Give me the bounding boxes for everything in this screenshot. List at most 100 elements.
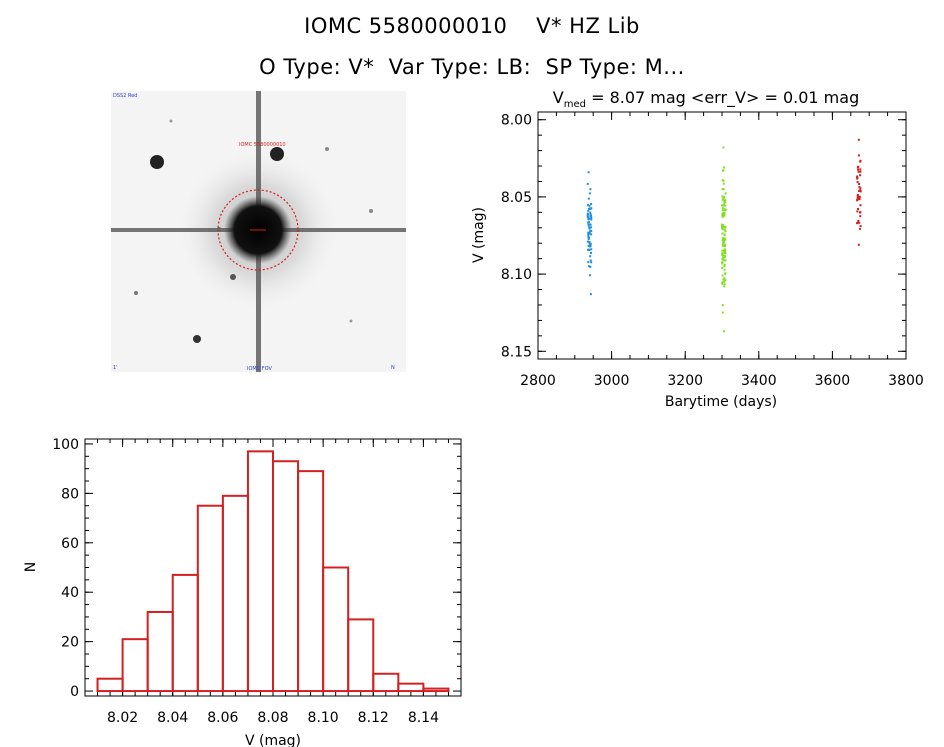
- x-tick-label: 8.02: [107, 710, 138, 726]
- data-point: [586, 182, 589, 185]
- histogram-bar: [347, 618, 375, 693]
- data-point: [859, 225, 862, 228]
- chart-title: Vmed = 8.07 mag <err_V> = 0.01 mag: [553, 88, 859, 110]
- field-star: [134, 291, 138, 295]
- data-point: [859, 215, 862, 218]
- data-point: [857, 138, 860, 141]
- data-point: [723, 202, 726, 205]
- data-point: [587, 216, 590, 219]
- data-point: [856, 177, 859, 180]
- data-point: [724, 230, 727, 233]
- data-point: [721, 212, 724, 215]
- data-point: [858, 195, 861, 198]
- histogram-bar: [422, 687, 450, 693]
- data-point: [589, 223, 592, 226]
- data-point: [856, 193, 859, 196]
- data-point: [858, 227, 861, 230]
- histogram-bar: [96, 677, 124, 693]
- data-point: [856, 198, 859, 201]
- axis-ticks: 2800 3000 3200 3400 3600 3800 8.00 8.05 8.10 8.15: [501, 112, 924, 389]
- data-point: [722, 256, 725, 259]
- data-point: [587, 218, 590, 221]
- field-star: [349, 319, 353, 323]
- histogram-bar: [196, 504, 224, 693]
- x-axis-label: V (mag): [245, 733, 301, 747]
- data-point: [857, 165, 860, 168]
- data-point: [722, 169, 725, 172]
- data-point: [588, 241, 591, 244]
- y-tick-label: 80: [61, 486, 79, 502]
- data-point: [723, 255, 726, 258]
- data-point: [721, 304, 724, 307]
- data-point: [721, 198, 724, 201]
- data-point: [858, 198, 861, 201]
- data-point: [723, 214, 726, 217]
- data-point: [587, 224, 590, 227]
- data-point: [857, 154, 860, 157]
- data-point: [857, 168, 860, 171]
- axis-ticks: 8.02 8.04 8.06 8.08 8.10 8.12 8.14 0 20 40 60 80 100: [52, 437, 461, 726]
- data-point: [722, 242, 725, 245]
- data-point: [589, 293, 592, 296]
- data-point: [722, 196, 725, 199]
- page-subtitle: O Type: V* Var Type: LB: SP Type: M...: [259, 55, 685, 79]
- data-point: [724, 238, 727, 241]
- data-point: [724, 199, 727, 202]
- chart-title-rest: = 8.07 mag <err_V> = 0.01 mag: [586, 88, 859, 108]
- thumb-corner-label: 1': [113, 365, 118, 371]
- data-point: [722, 224, 725, 227]
- data-point: [723, 285, 726, 288]
- data-point: [721, 261, 724, 264]
- y-tick-label: 8.10: [501, 267, 532, 283]
- data-point: [723, 234, 726, 237]
- data-point: [723, 264, 726, 267]
- data-point: [722, 254, 725, 257]
- y-tick-label: 0: [70, 684, 79, 700]
- data-point: [722, 204, 725, 207]
- x-tick-label: 8.10: [308, 710, 339, 726]
- histogram-bar: [272, 460, 300, 693]
- histogram-bar: [246, 450, 274, 693]
- x-tick-label: 8.12: [358, 710, 389, 726]
- data-point: [586, 240, 589, 243]
- data-point: [858, 183, 861, 186]
- data-point: [587, 248, 590, 251]
- data-point: [722, 225, 725, 228]
- data-point: [590, 229, 593, 232]
- data-point: [857, 219, 860, 222]
- histogram-bar: [397, 682, 425, 693]
- data-point: [722, 281, 725, 284]
- data-point: [721, 214, 724, 217]
- data-point: [723, 256, 726, 259]
- x-tick-label: 3800: [888, 373, 924, 389]
- data-point: [858, 221, 861, 224]
- data-point: [723, 265, 726, 268]
- data-point: [722, 278, 725, 281]
- data-point: [858, 189, 861, 192]
- data-point: [589, 255, 592, 258]
- data-point: [587, 197, 590, 200]
- data-point: [586, 212, 589, 215]
- data-point: [857, 170, 860, 173]
- data-point: [589, 274, 592, 277]
- data-point: [721, 209, 724, 212]
- data-point: [587, 207, 590, 210]
- data-point: [858, 186, 861, 189]
- data-point: [724, 259, 727, 262]
- y-tick-label: 8.15: [501, 344, 532, 360]
- data-point: [723, 248, 726, 251]
- data-point: [589, 211, 592, 214]
- x-tick-label: 3400: [741, 373, 777, 389]
- data-point: [723, 252, 726, 255]
- data-point: [589, 244, 592, 247]
- data-point: [588, 230, 591, 233]
- data-point: [859, 160, 862, 163]
- data-point: [721, 179, 724, 182]
- x-tick-label: 3600: [815, 373, 851, 389]
- data-point: [721, 188, 724, 191]
- data-point: [589, 213, 592, 216]
- data-point: [723, 166, 726, 169]
- histogram-bar: [221, 494, 249, 693]
